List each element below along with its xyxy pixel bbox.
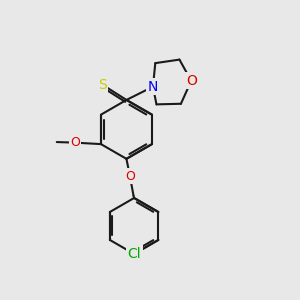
Text: S: S — [98, 78, 107, 92]
Text: O: O — [186, 74, 197, 88]
Text: Cl: Cl — [127, 247, 141, 261]
Text: O: O — [125, 170, 135, 183]
Text: N: N — [148, 80, 158, 94]
Text: O: O — [70, 136, 80, 149]
